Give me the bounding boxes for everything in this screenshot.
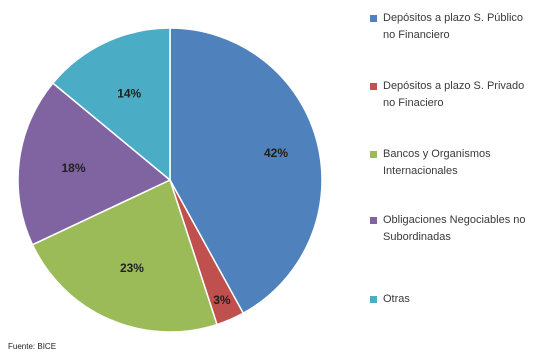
slice-data-label: 23% xyxy=(120,261,144,275)
slice-data-label: 14% xyxy=(117,86,141,100)
legend-item-publico: Depósitos a plazo S. Público no Financie… xyxy=(370,10,533,44)
legend-item-otras: Otras xyxy=(370,291,533,308)
slice-data-label: 42% xyxy=(264,146,288,160)
legend-label-privado: Depósitos a plazo S. Privado no Finacier… xyxy=(383,80,525,109)
legend-item-privado: Depósitos a plazo S. Privado no Finacier… xyxy=(370,78,533,112)
slice-data-label: 3% xyxy=(213,293,231,307)
legend-label-obligaciones: Obligaciones Negociables no Subordinadas xyxy=(383,214,526,243)
legend-item-obligaciones: Obligaciones Negociables no Subordinadas xyxy=(370,212,533,246)
pie-slice xyxy=(17,82,172,246)
legend-swatch-bancos xyxy=(370,151,377,158)
legend-label-bancos: Bancos y Organismos Internacionales xyxy=(383,148,491,177)
slice-data-label: 18% xyxy=(61,161,85,175)
pie-slice xyxy=(169,27,323,315)
legend-swatch-privado xyxy=(370,83,377,90)
legend-swatch-obligaciones xyxy=(370,217,377,224)
legend-swatch-otras xyxy=(370,296,377,303)
legend-swatch-publico xyxy=(370,15,377,22)
legend-item-bancos: Bancos y Organismos Internacionales xyxy=(370,146,533,180)
source-note: Fuente: BICE xyxy=(8,342,57,351)
legend-label-publico: Depósitos a plazo S. Público no Financie… xyxy=(383,12,524,41)
legend-label-otras: Otras xyxy=(383,293,410,305)
pie-slice xyxy=(31,178,218,333)
pie-slice xyxy=(51,27,171,182)
